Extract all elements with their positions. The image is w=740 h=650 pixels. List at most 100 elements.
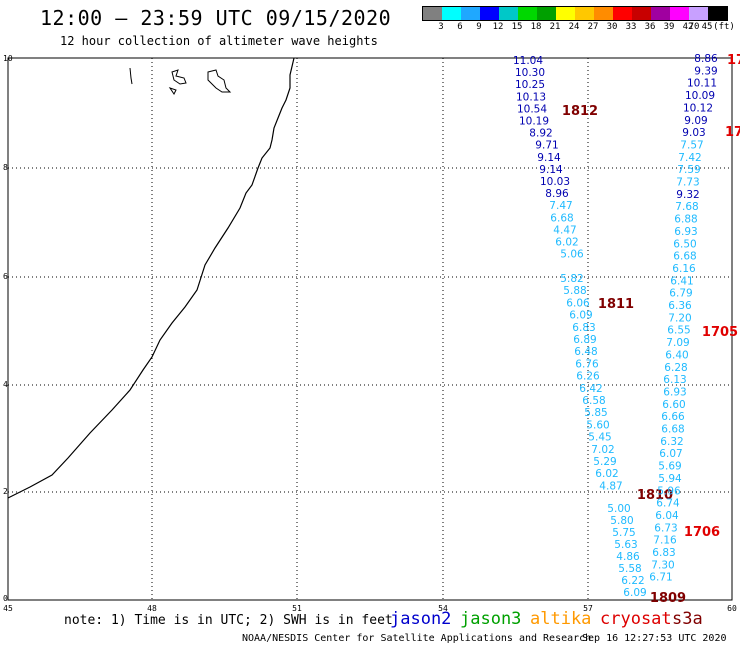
wave-height-value: 9.14 xyxy=(537,152,561,164)
scale-label: 30 xyxy=(606,22,618,32)
pass-label: 1809 xyxy=(650,591,686,606)
island-2 xyxy=(171,69,187,85)
legend-note: note: 1) Time is in UTC; 2) SWH is in fe… xyxy=(64,613,393,628)
wave-height-value: 7.47 xyxy=(549,200,572,212)
scale-label: 15 xyxy=(511,22,523,32)
satellite-legend-jason3: jason3 xyxy=(460,609,522,629)
wave-height-value: 7.59 xyxy=(677,164,700,176)
wave-height-value: 10.30 xyxy=(515,67,545,79)
wave-height-value: 6.42 xyxy=(579,383,602,395)
wave-height-value: 6.83 xyxy=(652,547,675,559)
wave-height-value: 6.74 xyxy=(656,498,680,510)
wave-height-value: 5.80 xyxy=(610,515,633,527)
wave-height-value: 10.54 xyxy=(517,103,547,115)
scale-label: 27 xyxy=(587,22,599,32)
wave-height-value: 9.39 xyxy=(694,65,717,77)
wave-height-value: 6.40 xyxy=(665,349,688,361)
wave-height-value: 8.86 xyxy=(694,53,718,65)
y-tick-label: 10 xyxy=(3,54,13,63)
wave-height-value: 7.73 xyxy=(676,177,699,189)
wave-height-value: 6.68 xyxy=(673,251,696,263)
scale-swatch xyxy=(537,7,556,20)
wave-height-value: 7.57 xyxy=(680,139,703,151)
wave-height-value: 6.07 xyxy=(659,448,682,460)
satellite-legend-s3a: s3a xyxy=(672,609,703,629)
wave-height-value: 4.87 xyxy=(599,480,622,492)
scale-label: 3 xyxy=(438,22,444,32)
wave-height-value: 5.06 xyxy=(560,249,584,261)
scale-swatch xyxy=(708,7,727,20)
wave-height-value: 4.47 xyxy=(553,224,576,236)
scale-swatch xyxy=(670,7,689,20)
scale-label: 39 xyxy=(663,22,675,32)
scale-swatch xyxy=(594,7,613,20)
wave-height-value: 6.93 xyxy=(674,226,697,238)
wave-height-value: 10.25 xyxy=(515,79,545,91)
wave-height-value: 6.76 xyxy=(575,358,599,370)
wave-height-value: 10.09 xyxy=(685,90,715,102)
pass-label: 1706 xyxy=(684,525,720,540)
scale-label: 18 xyxy=(530,22,542,32)
wave-height-value: 6.88 xyxy=(674,214,697,226)
altimeter-tracks: 11.0410.3010.2510.1310.5410.198.929.719.… xyxy=(513,53,740,606)
pass-label: 17 xyxy=(727,53,740,68)
wave-height-value: 10.03 xyxy=(540,176,570,188)
scale-swatch xyxy=(632,7,651,20)
wave-height-value: 5.29 xyxy=(593,456,616,468)
wave-height-value: 5.82 xyxy=(560,273,583,285)
wave-height-value: 6.13 xyxy=(663,374,686,386)
wave-height-value: 8.96 xyxy=(545,188,569,200)
pass-label: 1810 xyxy=(637,488,673,503)
scale-label: 42 xyxy=(682,22,694,32)
wave-height-value: 10.11 xyxy=(687,78,717,90)
scale-swatch xyxy=(518,7,537,20)
wave-height-value: 10.12 xyxy=(683,102,713,114)
wave-height-value: 6.58 xyxy=(582,395,605,407)
scale-swatch xyxy=(651,7,670,20)
wave-height-value: 6.16 xyxy=(672,263,696,275)
page-subtitle: 12 hour collection of altimeter wave hei… xyxy=(60,34,378,48)
y-tick-label: 2 xyxy=(3,487,8,496)
wave-height-value: 6.02 xyxy=(555,237,578,249)
x-tick-label: 57 xyxy=(583,604,593,613)
scale-swatch xyxy=(442,7,461,20)
credit-text: NOAA/NESDIS Center for Satellite Applica… xyxy=(242,633,592,644)
wave-height-value: 7.09 xyxy=(666,337,689,349)
scale-swatch xyxy=(499,7,518,20)
wave-height-value: 7.02 xyxy=(591,444,614,456)
wave-height-value: 5.58 xyxy=(618,563,641,575)
wave-height-value: 5.45 xyxy=(588,432,611,444)
wave-height-value: 5.60 xyxy=(586,419,609,431)
wave-height-value: 5.63 xyxy=(614,539,637,551)
wave-height-value: 6.41 xyxy=(670,275,693,287)
wave-height-value: 6.04 xyxy=(655,510,679,522)
wave-height-value: 5.88 xyxy=(563,285,586,297)
scale-label: 45 xyxy=(701,22,713,32)
wave-height-value: 6.02 xyxy=(595,468,618,480)
wave-height-value: 9.32 xyxy=(676,189,699,201)
wave-height-value: 7.20 xyxy=(668,312,691,324)
color-scale-boxes xyxy=(422,6,728,21)
satellite-legend-cryosat: cryosat xyxy=(600,609,672,629)
wave-height-color-scale: 3 6 9 12 15 18 21 24 27 30 33 36 39 42 45 (ft) 70 xyxy=(422,6,735,33)
wave-height-value: 6.66 xyxy=(661,411,685,423)
scale-label: 33 xyxy=(625,22,637,32)
wave-height-value: 6.89 xyxy=(573,334,596,346)
island-4 xyxy=(168,87,177,95)
color-scale-labels: 3 6 9 12 15 18 21 24 27 30 33 36 39 42 45 (ft) 70 xyxy=(422,21,735,33)
scale-label: 6 xyxy=(457,22,463,32)
wave-height-value: 6.26 xyxy=(576,371,600,383)
y-tick-label: 8 xyxy=(3,163,8,172)
wave-height-value: 5.85 xyxy=(584,407,607,419)
map-graticule xyxy=(8,58,732,600)
wave-height-value: 6.36 xyxy=(668,300,692,312)
island-3 xyxy=(207,69,232,93)
wave-height-value: 6.73 xyxy=(654,522,677,534)
scale-label: (ft) xyxy=(713,22,735,32)
wave-height-value: 6.68 xyxy=(661,424,684,436)
x-tick-label: 60 xyxy=(727,604,737,613)
wave-height-value: 6.48 xyxy=(574,346,597,358)
pass-label: 1705 xyxy=(702,325,738,340)
wave-height-value: 6.22 xyxy=(621,575,644,587)
scale-label: 36 xyxy=(644,22,656,32)
